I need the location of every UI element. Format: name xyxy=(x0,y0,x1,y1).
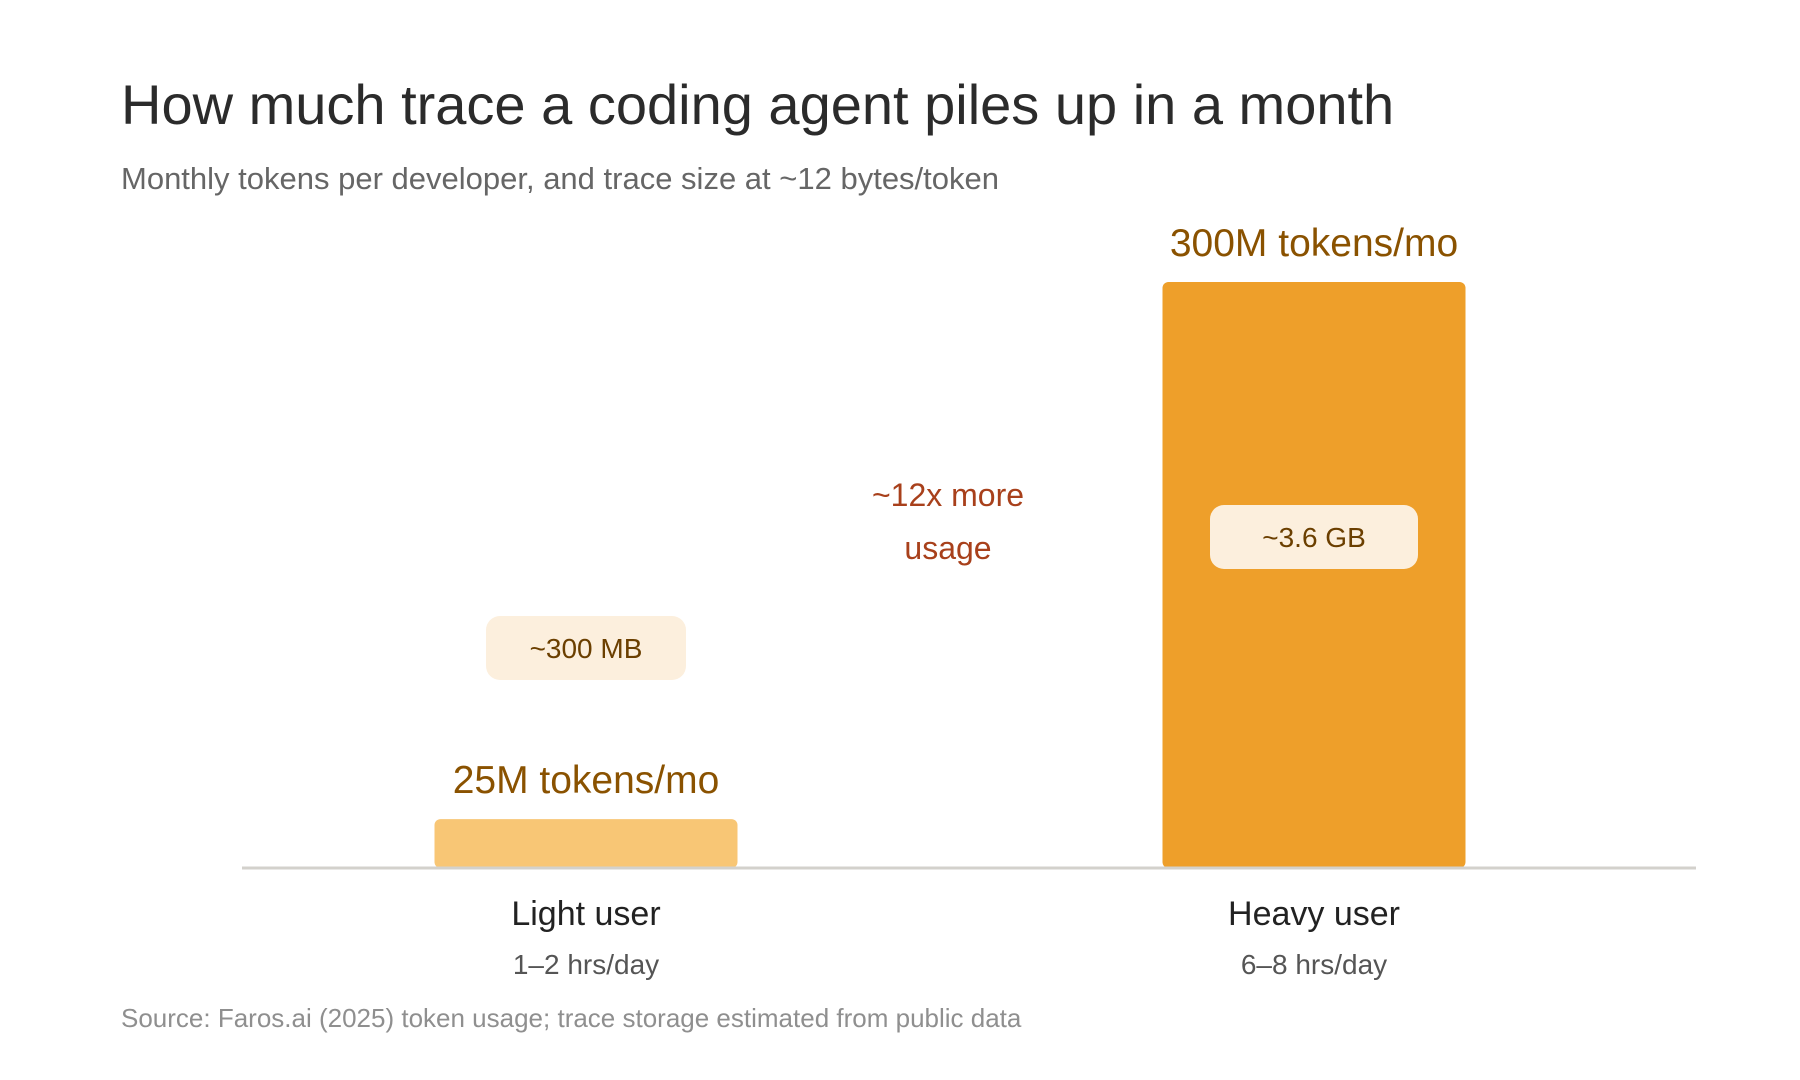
chart-subtitle: Monthly tokens per developer, and trace … xyxy=(121,161,999,196)
comparison-annotation-line-1: ~12x more xyxy=(872,477,1024,513)
comparison-annotation-line-2: usage xyxy=(904,530,991,566)
category-label-heavy-user: Heavy user xyxy=(1228,895,1400,933)
trace-size-label-heavy-user: ~3.6 GB xyxy=(1262,522,1366,553)
bar-light-user xyxy=(434,819,738,868)
trace-size-pill-light-user xyxy=(486,616,686,680)
trace-size-pill-heavy-user xyxy=(1210,505,1418,569)
category-sublabel-heavy-user: 6–8 hrs/day xyxy=(1241,949,1387,980)
category-sublabel-light-user: 1–2 hrs/day xyxy=(513,949,659,980)
plot-area: 25M tokens/mo ~300 MB Light user 1–2 hrs/da… xyxy=(242,222,1696,980)
category-label-light-user: Light user xyxy=(511,895,660,933)
chart-title: How much trace a coding agent piles up i… xyxy=(121,73,1394,136)
bar-heavy-user xyxy=(1162,282,1466,868)
value-label-light-user: 25M tokens/mo xyxy=(453,759,720,802)
value-label-heavy-user: 300M tokens/mo xyxy=(1170,222,1458,265)
trace-size-label-light-user: ~300 MB xyxy=(530,633,643,664)
source-note: Source: Faros.ai (2025) token usage; tra… xyxy=(121,1003,1022,1033)
